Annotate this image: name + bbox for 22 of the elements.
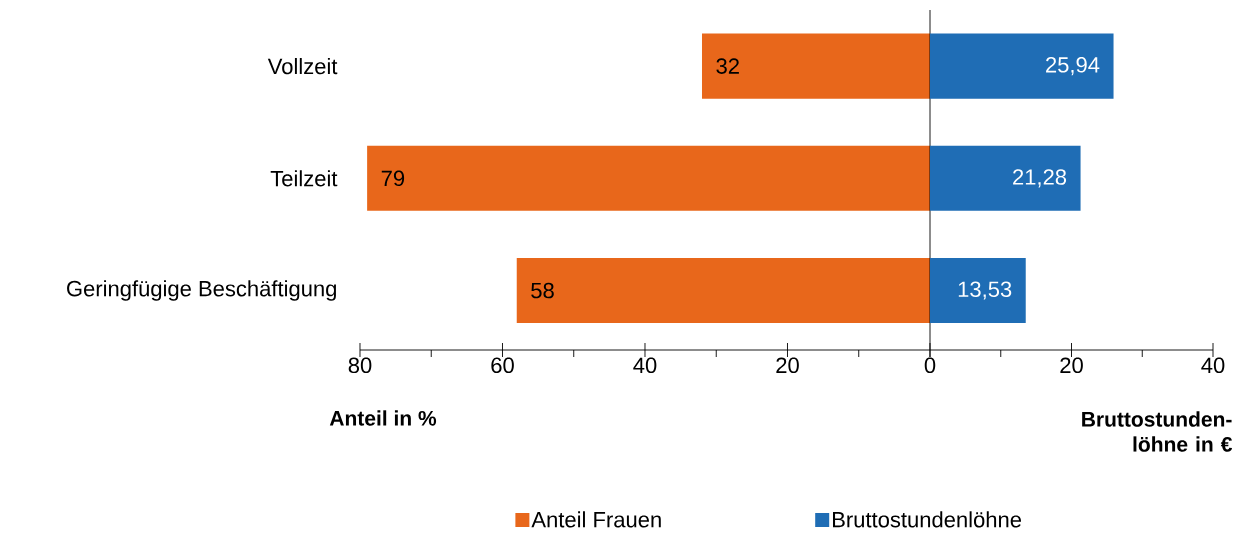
- y-tick-label: Vollzeit: [267, 58, 338, 75]
- data-label: 21,28: [1013, 169, 1067, 188]
- data-label: 13,53: [958, 281, 1012, 300]
- x-tick-label: 40: [633, 357, 657, 374]
- y-tick-label: Teilzeit: [270, 170, 338, 187]
- x-tick-label: 0: [924, 357, 936, 374]
- x-tick-label: 80: [348, 357, 372, 374]
- data-label: 25,94: [1046, 57, 1100, 76]
- bar: [930, 257, 1026, 324]
- legend-label: Anteil Frauen: [531, 511, 661, 528]
- data-label: 79: [381, 170, 405, 187]
- x-tick-label: 20: [1060, 357, 1083, 374]
- x-axis-title: Bruttostunden- löhne in €: [1082, 411, 1233, 452]
- legend-label: Bruttostundenlöhne: [833, 511, 1022, 528]
- x-tick-label: 40: [1201, 357, 1225, 374]
- y-tick-label: Geringfügige Beschäftigung: [67, 280, 336, 301]
- bar: [930, 145, 1081, 211]
- x-tick-label: 60: [491, 357, 514, 374]
- x-tick-label: 20: [776, 357, 799, 374]
- x-axis-title: Anteil in %: [329, 410, 437, 426]
- data-label: 58: [531, 282, 554, 299]
- data-label: 32: [716, 58, 739, 74]
